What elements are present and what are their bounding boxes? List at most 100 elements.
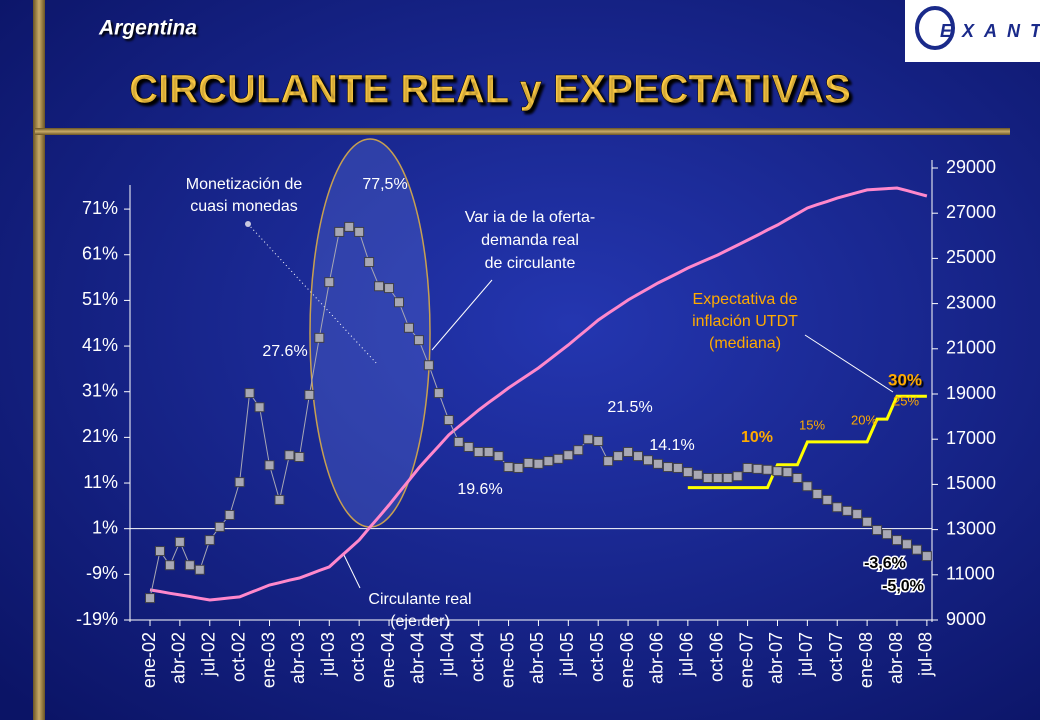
x-tick-label: ene-03	[258, 632, 278, 688]
data-marker	[782, 467, 793, 478]
x-tick-label: oct-06	[706, 632, 726, 682]
data-marker	[901, 539, 912, 550]
data-marker	[792, 473, 803, 484]
x-tick-label: ene-07	[736, 632, 756, 688]
y2-tick-label: 17000	[946, 428, 996, 448]
data-marker	[254, 402, 265, 413]
y-tick-label: -19%	[76, 609, 118, 629]
x-tick-label: ene-04	[378, 632, 398, 688]
data-marker	[573, 445, 584, 456]
annotation: demanda real	[481, 232, 579, 249]
y2-tick-label: 29000	[946, 157, 996, 177]
data-marker	[244, 388, 255, 399]
data-marker	[403, 322, 414, 333]
y-tick-label: 11%	[83, 472, 118, 492]
x-tick-label: oct-03	[348, 632, 368, 682]
plot: -19% -9% 1% 11% 21% 31% 41% 51% 61% 71% 9000 11000 1…	[76, 157, 996, 688]
annotation: Expectativa de	[693, 291, 798, 308]
data-marker	[145, 593, 155, 604]
data-marker	[443, 415, 454, 426]
series-line	[149, 186, 928, 602]
data-marker	[344, 221, 355, 232]
y2-tick-label: 9000	[946, 609, 986, 629]
x-tick-label: jul-08	[916, 632, 936, 677]
data-marker	[354, 226, 365, 237]
data-marker	[892, 535, 902, 546]
data-marker	[832, 502, 843, 513]
data-marker	[473, 446, 484, 457]
annotation: 20%	[851, 412, 877, 427]
data-marker	[563, 450, 574, 461]
data-marker	[453, 436, 464, 447]
data-marker	[862, 516, 873, 527]
data-marker	[413, 335, 424, 346]
y-tick-label: 61%	[82, 243, 118, 263]
data-marker	[364, 257, 375, 268]
data-marker	[493, 451, 504, 462]
highlight-ellipse	[309, 138, 431, 528]
data-marker	[164, 560, 175, 571]
data-marker	[304, 389, 315, 400]
annotation: -5,0%	[882, 578, 924, 595]
data-marker	[433, 388, 444, 399]
x-tick-label: ene-08	[856, 632, 876, 688]
data-marker	[911, 544, 922, 555]
y2-tick-label: 15000	[946, 473, 996, 493]
x-tick-label: jul-04	[438, 632, 458, 677]
data-marker	[712, 473, 723, 484]
data-marker	[314, 332, 325, 343]
data-marker	[593, 436, 604, 447]
annotation: 21.5%	[607, 399, 652, 416]
data-marker	[812, 488, 823, 499]
data-marker	[264, 460, 275, 471]
y2-tick-label: 23000	[946, 292, 996, 312]
x-tick-label: oct-04	[467, 632, 487, 682]
x-tick-label: ene-02	[139, 632, 159, 688]
heading: Argentina	[98, 17, 197, 40]
leader-line	[342, 552, 361, 589]
data-marker	[822, 494, 833, 505]
data-marker	[682, 467, 693, 478]
data-marker	[374, 281, 385, 292]
x-tick-label: jul-03	[318, 632, 338, 677]
data-marker	[204, 535, 215, 546]
y2-tick-label: 11000	[946, 564, 995, 584]
data-marker	[154, 546, 165, 557]
annotation: cuasi monedas	[190, 198, 298, 215]
data-marker	[334, 226, 345, 237]
leader-line	[804, 334, 894, 393]
data-marker	[513, 462, 524, 473]
data-marker	[423, 360, 434, 371]
data-marker	[284, 450, 295, 461]
data-marker	[842, 505, 853, 516]
y2-tick-label: 25000	[946, 247, 996, 267]
data-marker	[921, 551, 932, 562]
annotation: inflación UTDT	[692, 313, 798, 330]
data-marker	[852, 509, 863, 520]
data-marker	[384, 283, 395, 294]
annotation: (mediana)	[709, 335, 781, 352]
annotation: 25%	[893, 393, 919, 408]
annotation: Var ia de la oferta-	[465, 209, 595, 226]
x-tick-label: jul-02	[199, 632, 219, 677]
data-marker	[234, 477, 245, 488]
data-marker	[742, 462, 753, 473]
x-tick-label: abr-02	[169, 632, 189, 684]
data-marker	[662, 462, 673, 473]
y-tick-label: 41%	[82, 335, 118, 355]
data-marker	[274, 494, 285, 505]
y-tick-label: 71%	[82, 198, 118, 218]
x-tick-label: abr-03	[288, 632, 308, 684]
data-marker	[872, 525, 883, 536]
leader-dot	[245, 221, 251, 227]
logo-ring	[915, 6, 955, 50]
y-tick-label: 31%	[82, 380, 118, 400]
chart-title: CIRCULANTE REAL y EXPECTATIVAS	[129, 68, 851, 112]
x-tick-label: jul-07	[796, 632, 816, 677]
data-marker	[463, 441, 474, 452]
data-marker	[294, 452, 305, 463]
data-marker	[722, 473, 733, 484]
y2-tick-label: 21000	[946, 338, 996, 358]
x-tick-label: abr-05	[527, 632, 547, 684]
